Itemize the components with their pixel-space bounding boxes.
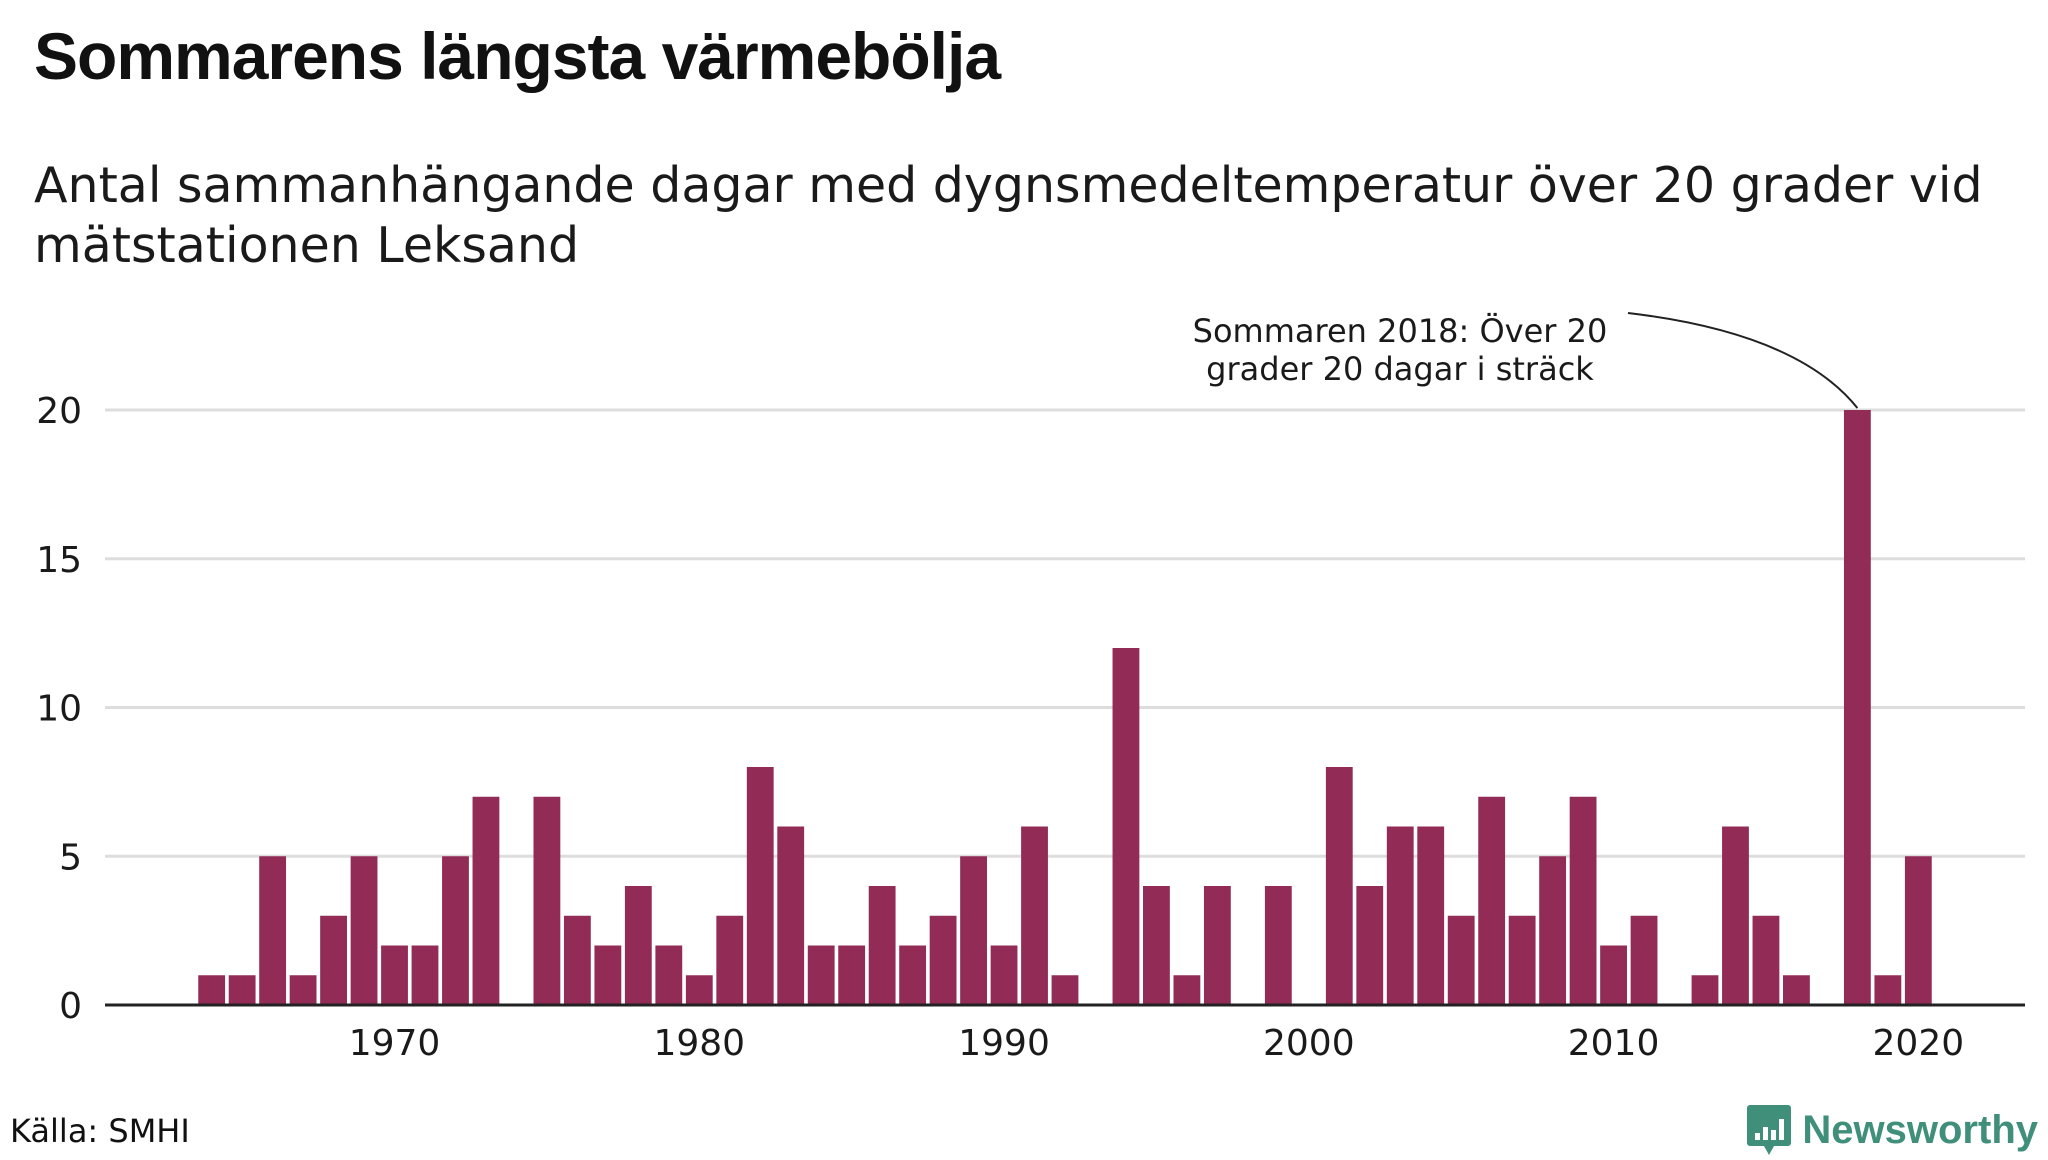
bar (1508, 915, 1536, 1005)
bar (868, 886, 896, 1005)
bar (350, 856, 378, 1005)
bar (685, 975, 713, 1005)
bar (899, 945, 927, 1005)
bars (198, 410, 1932, 1005)
bar (838, 945, 866, 1005)
bar (1569, 796, 1597, 1005)
bar (1630, 915, 1658, 1005)
axes: 0 5 10 15 20 1970 1980 1990 2000 2010 2020 (36, 391, 2025, 1064)
annotation-text: grader 20 dagar i sträck (1206, 350, 1594, 388)
bar (1843, 410, 1871, 1005)
bar (1600, 945, 1627, 1005)
x-tick-label: 1980 (653, 1023, 745, 1064)
y-tick-label: 10 (36, 689, 82, 730)
bar (1478, 796, 1506, 1005)
bar (381, 945, 408, 1005)
brand-logo: Newsworthy (1746, 1100, 2038, 1160)
x-tick-label: 2000 (1263, 1023, 1355, 1064)
bar (1539, 856, 1567, 1005)
bar (259, 856, 287, 1005)
bar (1021, 826, 1048, 1005)
bar (1112, 648, 1140, 1005)
x-tick-label: 1990 (958, 1023, 1050, 1064)
bar (1691, 975, 1719, 1005)
x-tick-label: 2010 (1568, 1023, 1660, 1064)
bar (411, 945, 439, 1005)
bar (929, 915, 957, 1005)
bar (533, 796, 561, 1005)
bar (1447, 915, 1475, 1005)
bar (1386, 826, 1414, 1005)
bar (1874, 975, 1902, 1005)
y-tick-label: 0 (59, 986, 82, 1027)
bar (807, 945, 835, 1005)
bar (1752, 915, 1780, 1005)
bar (960, 856, 987, 1005)
bar (442, 856, 469, 1005)
bar (1417, 826, 1445, 1005)
y-tick-label: 5 (59, 837, 82, 878)
bar (289, 975, 317, 1005)
bar (1203, 886, 1231, 1005)
bar (1173, 975, 1201, 1005)
bar-chart-icon (1747, 1105, 1792, 1155)
bar (990, 945, 1018, 1005)
bar (198, 975, 226, 1005)
bar (1783, 975, 1810, 1005)
bar (1904, 856, 1932, 1005)
y-tick-label: 20 (36, 391, 82, 432)
x-tick-label: 1970 (349, 1023, 441, 1064)
chart-subtitle: Antal sammanhängande dagar med dygnsmede… (34, 157, 1983, 274)
bar (1325, 767, 1353, 1005)
bar (655, 945, 683, 1005)
bar (594, 945, 622, 1005)
bar (624, 886, 652, 1005)
annotation-connector (1627, 312, 1859, 409)
y-tick-label: 15 (36, 540, 82, 581)
x-tick-label: 2020 (1873, 1023, 1965, 1064)
annotation-text: Sommaren 2018: Över 20 (1193, 312, 1608, 350)
chart-title: Sommarens längsta värmebölja (34, 19, 1001, 93)
source-note: Källa: SMHI (10, 1112, 190, 1150)
bar (1051, 975, 1079, 1005)
bar (1356, 886, 1384, 1005)
brand-name: Newsworthy (1802, 1107, 2038, 1152)
bar-chart: 0 5 10 15 20 1970 1980 1990 2000 2010 2020 Sommare… (36, 312, 2025, 1064)
bar (1722, 826, 1749, 1005)
bar (472, 796, 500, 1005)
gridlines (105, 408, 2025, 858)
bar (1143, 886, 1170, 1005)
bar (563, 915, 591, 1005)
bar (716, 915, 744, 1005)
bar (228, 975, 256, 1005)
bar (1264, 886, 1292, 1005)
bar (320, 915, 347, 1005)
bar (746, 767, 774, 1005)
bar (777, 826, 805, 1005)
